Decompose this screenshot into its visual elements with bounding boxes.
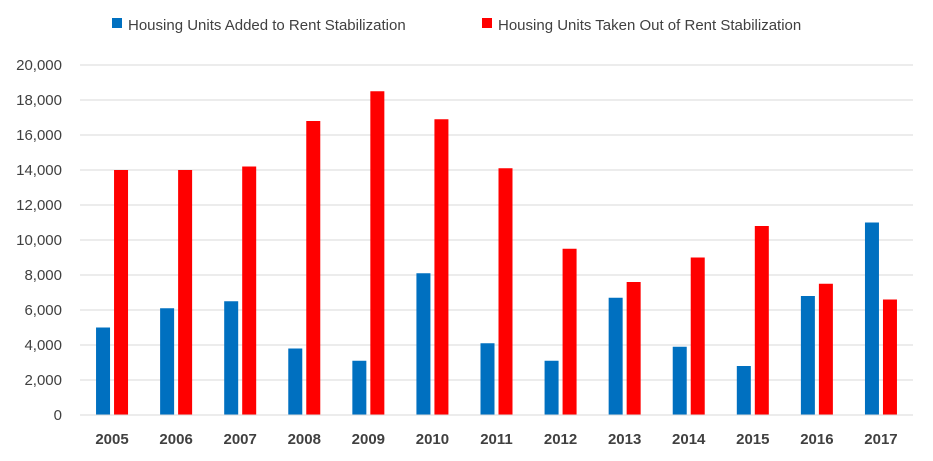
x-tick-label-2013: 2013 <box>608 431 641 448</box>
bar-removed-2009 <box>370 91 385 415</box>
bar-removed-2013 <box>626 282 641 415</box>
bar-removed-2005 <box>114 170 129 415</box>
y-tick-label: 8,000 <box>24 267 62 284</box>
y-tick-label: 0 <box>54 407 62 424</box>
bar-added-2008 <box>288 348 303 415</box>
x-tick-label-2007: 2007 <box>224 431 257 448</box>
y-axis-tick-labels: 0 2,000 4,000 6,000 8,000 10,000 12,000 14,000 1… <box>16 57 62 424</box>
x-tick-label-2014: 2014 <box>672 431 706 448</box>
y-tick-label: 4,000 <box>24 337 62 354</box>
bar-removed-2016 <box>818 283 833 415</box>
legend: Housing Units Added to Rent Stabilizatio… <box>112 17 801 34</box>
bar-added-2012 <box>544 360 559 415</box>
bar-removed-2008 <box>306 121 321 415</box>
y-tick-label: 10,000 <box>16 232 62 249</box>
bar-added-2005 <box>96 327 111 415</box>
bar-added-2011 <box>480 343 495 415</box>
bar-removed-2012 <box>562 248 577 415</box>
y-tick-label: 18,000 <box>16 92 62 109</box>
legend-label-removed: Housing Units Taken Out of Rent Stabiliz… <box>498 17 801 34</box>
bar-removed-2006 <box>178 170 193 415</box>
bar-added-2010 <box>416 273 431 415</box>
bar-added-2013 <box>608 297 623 415</box>
x-tick-label-2009: 2009 <box>352 431 385 448</box>
x-tick-label-2012: 2012 <box>544 431 577 448</box>
legend-swatch-added <box>112 18 122 28</box>
bar-added-2007 <box>224 301 239 415</box>
bar-removed-2015 <box>754 226 769 415</box>
x-axis-category-labels: 2005 2006 2007 2008 2009 2010 2011 2012 2013 2014… <box>95 431 897 448</box>
bar-removed-2010 <box>434 119 449 415</box>
bar-removed-2014 <box>690 257 705 415</box>
bars <box>96 91 897 415</box>
bar-added-2017 <box>864 222 879 415</box>
x-tick-label-2011: 2011 <box>480 431 513 448</box>
y-tick-label: 6,000 <box>24 302 62 319</box>
gridlines <box>80 64 913 381</box>
legend-label-added: Housing Units Added to Rent Stabilizatio… <box>128 17 406 34</box>
bar-added-2015 <box>736 366 751 415</box>
bar-added-2014 <box>672 346 687 415</box>
x-tick-label-2016: 2016 <box>800 431 833 448</box>
x-tick-label-2015: 2015 <box>736 431 769 448</box>
y-tick-label: 16,000 <box>16 127 62 144</box>
y-tick-label: 14,000 <box>16 162 62 179</box>
x-tick-label-2008: 2008 <box>288 431 321 448</box>
x-tick-label-2017: 2017 <box>864 431 897 448</box>
bar-added-2016 <box>800 296 815 415</box>
bar-removed-2007 <box>242 166 257 415</box>
bar-added-2009 <box>352 360 367 415</box>
bar-removed-2011 <box>498 168 513 415</box>
legend-swatch-removed <box>482 18 492 28</box>
y-tick-label: 20,000 <box>16 57 62 74</box>
y-tick-label: 12,000 <box>16 197 62 214</box>
x-tick-label-2010: 2010 <box>416 431 449 448</box>
bar-added-2006 <box>160 308 175 415</box>
y-tick-label: 2,000 <box>24 372 62 389</box>
bar-removed-2017 <box>882 299 897 415</box>
x-tick-label-2005: 2005 <box>95 431 128 448</box>
x-tick-label-2006: 2006 <box>159 431 192 448</box>
